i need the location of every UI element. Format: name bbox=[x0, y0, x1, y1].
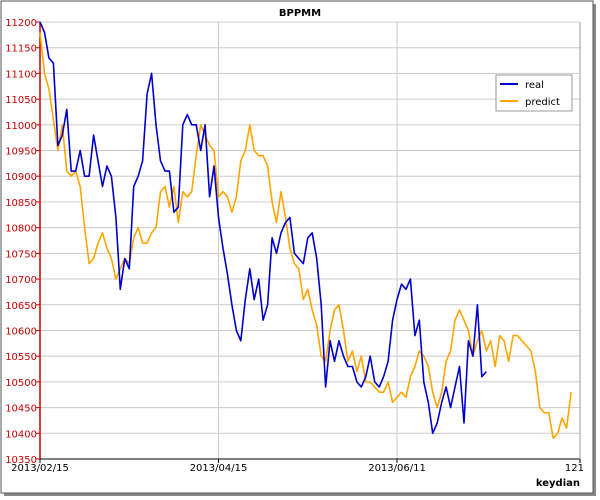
legend-label-predict: predict bbox=[525, 97, 560, 108]
y-tick-label: 10400 bbox=[5, 429, 37, 440]
x-tick-label: 2013/02/15 bbox=[11, 463, 69, 474]
y-tick-label: 10900 bbox=[5, 172, 37, 183]
legend-label-real: real bbox=[525, 80, 544, 91]
y-tick-label: 10750 bbox=[5, 249, 37, 260]
x-tick-label: 2013/06/11 bbox=[368, 463, 426, 474]
y-tick-label: 10550 bbox=[5, 352, 37, 363]
y-tick-label: 11150 bbox=[5, 44, 37, 55]
y-tick-label: 11100 bbox=[5, 69, 37, 80]
y-tick-label: 10600 bbox=[5, 326, 37, 337]
y-tick-label: 10350 bbox=[5, 455, 37, 466]
y-tick-label: 10950 bbox=[5, 147, 37, 158]
x-tick-label: 121 bbox=[565, 463, 584, 474]
y-tick-label: 10650 bbox=[5, 301, 37, 312]
series-line-predict bbox=[39, 32, 572, 440]
y-tick-label: 10700 bbox=[5, 275, 37, 286]
y-tick-label: 11050 bbox=[5, 95, 37, 106]
chart-title: BPPMM bbox=[279, 8, 321, 19]
y-tick-label: 10450 bbox=[5, 404, 37, 415]
x-tick-label: 2013/04/15 bbox=[190, 463, 248, 474]
series-line-real bbox=[39, 21, 487, 435]
y-tick-label: 10850 bbox=[5, 198, 37, 209]
y-tick-label: 11200 bbox=[5, 18, 37, 29]
plot-area: 10350 10400 10450 10500 10550 10600 10650 10700… bbox=[5, 18, 584, 474]
y-tick-label: 10800 bbox=[5, 224, 37, 235]
x-axis-label: keydian bbox=[536, 478, 580, 489]
y-tick-label: 10500 bbox=[5, 378, 37, 389]
legend-box bbox=[495, 74, 573, 112]
legend: real predict bbox=[495, 74, 573, 112]
y-tick-label: 11000 bbox=[5, 121, 37, 132]
plot-background bbox=[40, 22, 580, 459]
